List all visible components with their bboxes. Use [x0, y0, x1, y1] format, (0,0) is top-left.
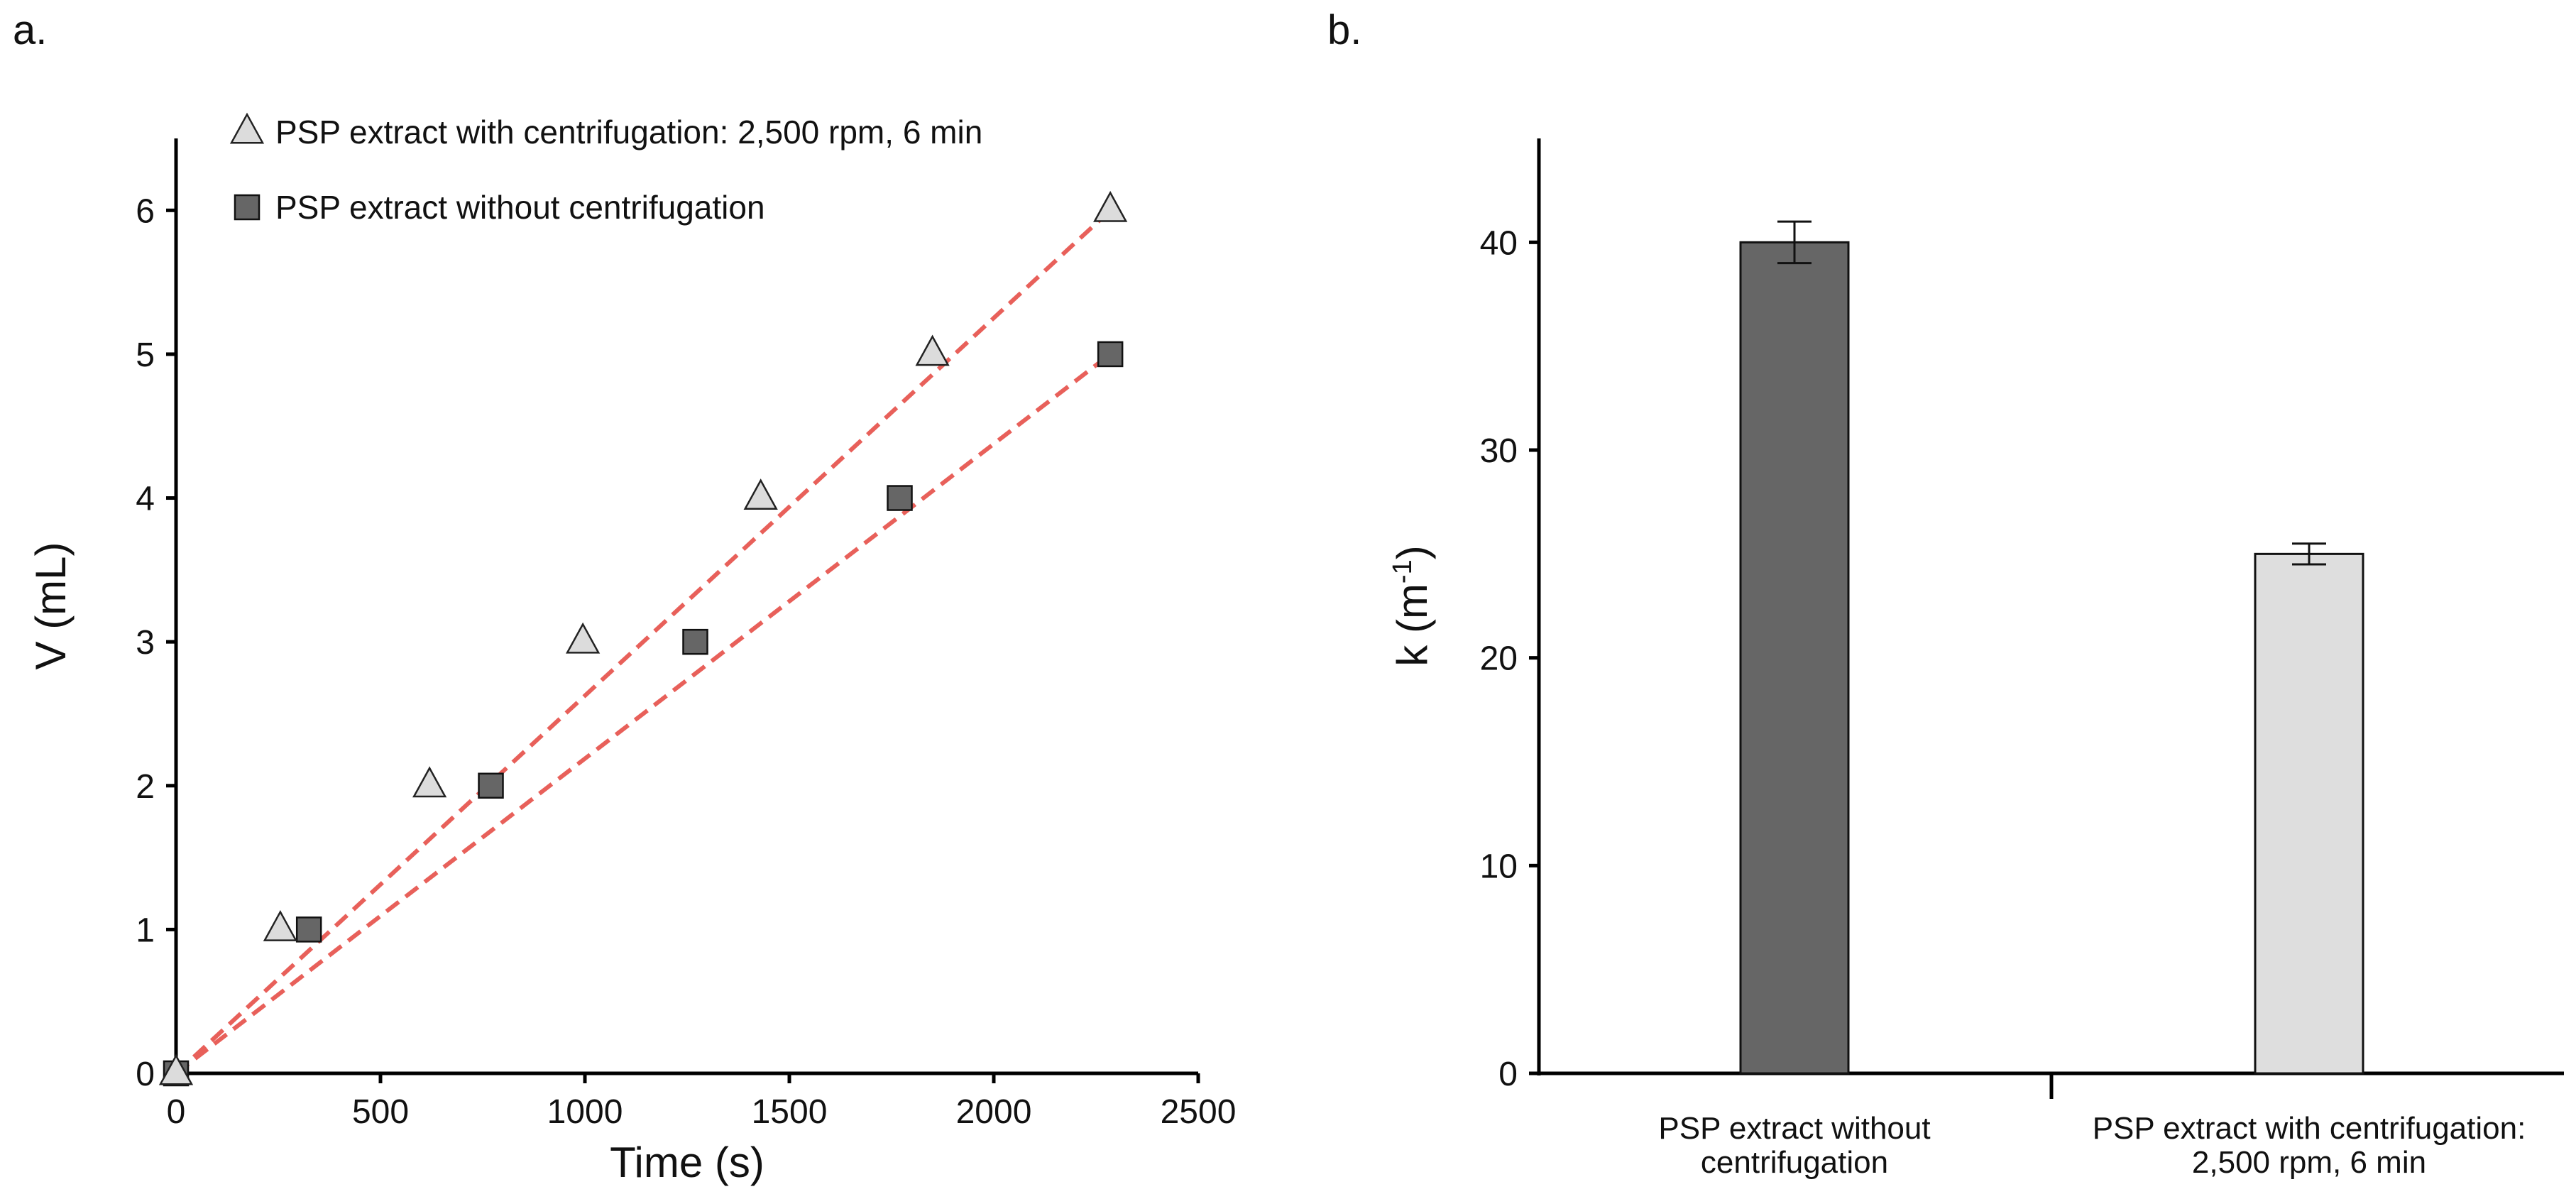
- y-axis-title: k (m-1): [1388, 545, 1436, 666]
- y-axis-title-sup: -1: [1388, 559, 1418, 584]
- triangle-point: [263, 909, 297, 941]
- y-tick-label: 1: [136, 911, 155, 949]
- legend-square-marker: [234, 194, 261, 221]
- square-point: [478, 772, 504, 799]
- y-tick-label: 4: [136, 481, 155, 518]
- square-point: [295, 916, 322, 943]
- y-tick-label: 20: [1480, 640, 1518, 678]
- legend-triangle-marker: [229, 112, 265, 144]
- y-tick-label: 3: [136, 624, 155, 662]
- y-tick-label: 10: [1480, 848, 1518, 885]
- square-point: [1097, 341, 1124, 368]
- y-tick-label: 40: [1480, 224, 1518, 262]
- triangle-point: [566, 622, 601, 654]
- bar-chart: 0 10 20 30 40 k (m-1) PSP extract withoutcentr…: [1388, 138, 2564, 1180]
- fit-line: [174, 209, 1112, 1075]
- triangle-point: [915, 334, 950, 366]
- square-point: [682, 628, 708, 655]
- y-tick-label: 2: [136, 768, 155, 806]
- bar: [1739, 241, 1850, 1075]
- triangle-point: [158, 1053, 194, 1085]
- legend-label: PSP extract without centrifugation: [275, 189, 765, 226]
- x-axis-title: Time (s): [610, 1139, 764, 1186]
- y-axis-title: V (mL): [27, 542, 75, 670]
- category-label: centrifugation: [1701, 1145, 1888, 1180]
- y-tick-label: 5: [136, 336, 155, 374]
- category-label: PSP extract without: [1658, 1111, 1930, 1146]
- triangle-point: [412, 766, 447, 798]
- category-label: PSP extract with centrifugation:: [2093, 1111, 2526, 1146]
- y-axis-title-close: ): [1388, 545, 1436, 559]
- x-tick-label: 2000: [956, 1093, 1032, 1131]
- y-tick-label: 6: [136, 192, 155, 230]
- bar: [2254, 552, 2364, 1075]
- x-tick-label: 1000: [547, 1093, 623, 1131]
- y-axis-title-main: k (m: [1388, 584, 1436, 667]
- triangle-point: [743, 478, 778, 510]
- square-point: [887, 485, 913, 511]
- legend-label: PSP extract with centrifugation: 2,500 r…: [275, 114, 982, 150]
- panel-label-b: b.: [1327, 7, 1361, 53]
- panel-label-a: a.: [13, 7, 47, 53]
- fit-line: [175, 352, 1112, 1075]
- x-tick-label: 1500: [752, 1093, 828, 1131]
- y-tick-label: 30: [1480, 432, 1518, 470]
- category-label: 2,500 rpm, 6 min: [2192, 1145, 2426, 1180]
- y-tick-label: 0: [1498, 1056, 1518, 1093]
- x-tick-label: 2500: [1161, 1093, 1237, 1131]
- y-tick-label: 0: [136, 1056, 155, 1093]
- scatter-chart: 0 1 2 3 4 5 6 0 500 1000 1500 2000 2500 Time (s) V (mL…: [27, 112, 1237, 1186]
- triangle-point: [1093, 190, 1128, 222]
- x-tick-label: 0: [167, 1093, 186, 1131]
- x-tick-label: 500: [352, 1093, 409, 1131]
